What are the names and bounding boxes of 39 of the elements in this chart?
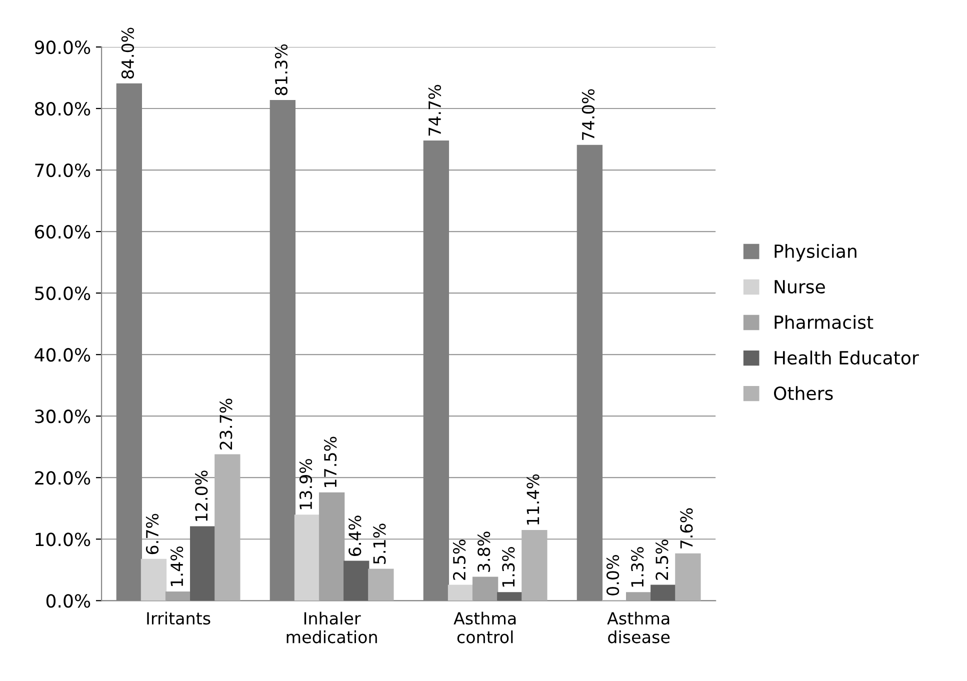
y-tick-label: 50.0% (35, 286, 90, 300)
y-tick-label: 90.0% (34, 40, 90, 54)
data-label: 6.4% (348, 516, 362, 556)
legend-label: Health Educator (774, 350, 919, 365)
x-tick-label: Inhaler medication (286, 612, 377, 644)
data-label: 74.0% (582, 89, 595, 140)
y-tick-label: 20.0% (35, 471, 90, 485)
legend-label: Others (774, 386, 833, 400)
data-label: 81.3% (274, 44, 288, 96)
legend-label: Physician (774, 244, 856, 262)
y-tick-label: 70.0% (35, 163, 90, 178)
data-label: 1.3% (502, 547, 515, 587)
y-tick-label: 80.0% (34, 102, 90, 116)
data-label: 2.5% (452, 540, 466, 580)
data-label: 12.0% (195, 470, 208, 521)
data-label: 3.8% (478, 532, 490, 572)
data-label: 84.0% (121, 28, 134, 79)
data-label: 23.7% (220, 398, 232, 450)
data-label: 5.1% (373, 524, 386, 564)
data-label: 1.3% (631, 547, 644, 587)
data-label: 74.7% (428, 84, 442, 136)
data-label: 6.7% (146, 514, 159, 554)
legend-label: Pharmacist (774, 315, 874, 330)
data-label: 0.0% (606, 555, 620, 596)
y-tick-label: 0.0% (46, 594, 90, 608)
x-tick-label: Asthma control (454, 612, 516, 644)
x-tick-label: Asthma disease (607, 612, 670, 644)
data-label: 2.5% (656, 540, 668, 580)
data-label: 11.4% (526, 474, 540, 525)
data-label: 17.5% (324, 436, 337, 487)
data-label: 7.6% (680, 508, 693, 548)
y-tick-label: 10.0% (36, 532, 90, 546)
y-tick-label: 40.0% (34, 348, 90, 362)
data-label: 13.9% (299, 458, 312, 510)
y-tick-label: 30.0% (35, 410, 90, 424)
legend-label: Nurse (774, 280, 825, 294)
data-label: 1.4% (170, 546, 184, 586)
y-tick-label: 60.0% (35, 225, 90, 239)
x-tick-label: Irritants (147, 612, 210, 625)
